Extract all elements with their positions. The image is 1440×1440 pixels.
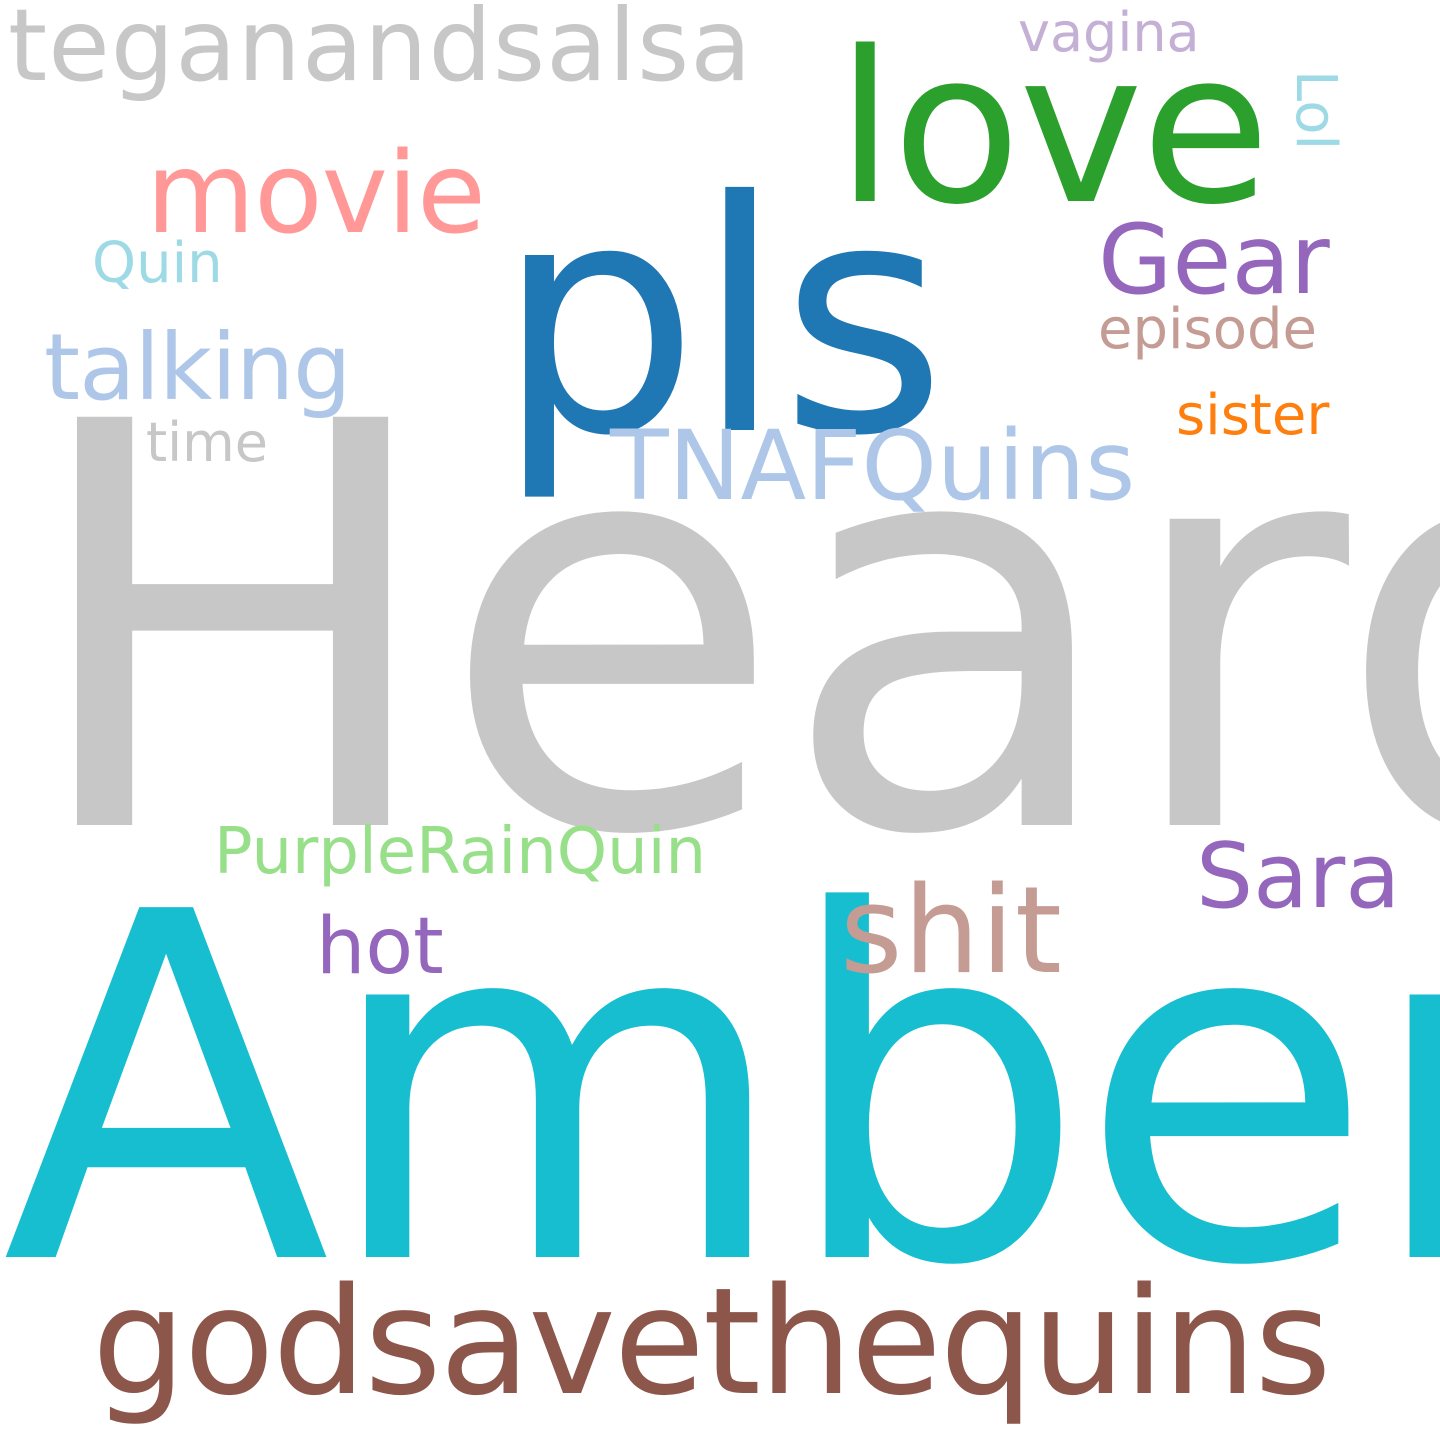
word-godsavethequins: godsavethequins [92,1256,1332,1428]
word-love: love [836,6,1270,251]
word-amber: Amber [2,812,1440,1371]
word-tnafquins: TNAFQuins [610,410,1136,522]
word-vagina: vagina [1018,1,1200,64]
word-purplerainquin: PurpleRainQuin [214,815,707,889]
word-talking: talking [44,314,352,421]
word-episode: episode [1098,297,1317,362]
word-gear: Gear [1098,204,1330,316]
word-shit: shit [840,862,1063,1001]
word-lol: Lol [1283,70,1348,151]
word-hot: hot [316,902,444,992]
word-movie: movie [146,129,486,259]
word-sister: sister [1176,383,1330,448]
word-teganandsalsa: teganandsalsa [8,0,753,104]
word-quin: Quin [92,231,223,296]
word-heard: Heard [22,306,1440,958]
word-sara: Sara [1196,824,1401,929]
word-time: time [146,411,269,474]
word-pls: pls [496,134,947,506]
